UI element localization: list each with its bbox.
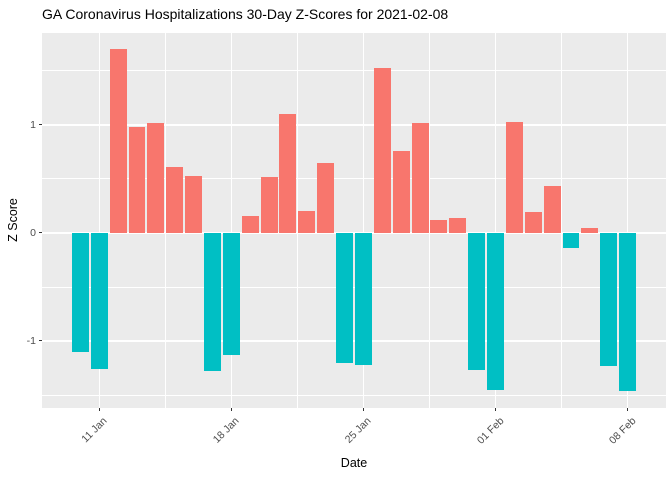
bar (203, 232, 221, 372)
plot-panel (42, 33, 666, 408)
bar (241, 215, 259, 233)
bar (90, 232, 108, 370)
x-tick-label: 01 Feb (474, 415, 507, 447)
bar (222, 232, 240, 356)
bar (109, 49, 127, 233)
x-tick-mark (98, 408, 100, 411)
x-tick-mark (627, 408, 629, 411)
chart-title: GA Coronavirus Hospitalizations 30-Day Z… (42, 6, 449, 22)
major-gridline-y (42, 124, 666, 126)
bar (487, 232, 505, 390)
x-tick-label: 18 Jan (211, 415, 242, 446)
y-tick-label: 0 (30, 226, 36, 239)
y-tick-label: 1 (30, 118, 36, 131)
major-gridline-y (42, 232, 666, 234)
major-gridline-x (626, 33, 629, 408)
x-tick-label: 08 Feb (606, 415, 639, 447)
bar (128, 127, 146, 233)
bar (279, 114, 297, 233)
bar (524, 212, 542, 233)
bar (71, 232, 89, 352)
minor-gridline-x (164, 33, 166, 408)
bar (505, 121, 523, 233)
bar (600, 232, 618, 366)
minor-gridline-x (297, 33, 298, 408)
bar (317, 162, 335, 233)
y-tick-mark (39, 340, 42, 342)
bar (336, 232, 354, 363)
minor-gridline-y (42, 70, 666, 72)
bar (430, 219, 448, 233)
x-tick-mark (362, 408, 364, 411)
major-gridline-x (230, 33, 233, 408)
bar (392, 150, 410, 233)
major-gridline-x (98, 33, 101, 408)
minor-gridline-y (42, 394, 666, 396)
bar (562, 232, 580, 249)
bar (354, 232, 372, 365)
x-tick-label: 11 Jan (79, 415, 110, 446)
major-gridline-x (362, 33, 365, 408)
y-tick-mark (39, 124, 42, 126)
bar (373, 67, 391, 233)
minor-gridline-x (429, 33, 430, 408)
bar (449, 217, 467, 233)
y-tick-label: -1 (26, 334, 36, 347)
y-tick-mark (39, 232, 42, 234)
bar (468, 232, 486, 371)
bar (298, 211, 316, 233)
bar (166, 167, 184, 233)
bar (411, 122, 429, 233)
minor-gridline-y (42, 178, 666, 180)
bar (185, 175, 203, 233)
major-gridline-x (494, 33, 497, 408)
x-axis-label: Date (340, 456, 368, 470)
x-tick-mark (495, 408, 497, 411)
bar (260, 176, 278, 233)
bar (581, 227, 599, 233)
bar (619, 232, 637, 391)
bar (147, 122, 165, 233)
major-gridline-y (42, 340, 666, 342)
minor-gridline-y (42, 286, 666, 288)
x-tick-label: 25 Jan (343, 415, 374, 446)
bar (543, 186, 561, 233)
x-tick-mark (230, 408, 232, 411)
minor-gridline-x (561, 33, 562, 408)
